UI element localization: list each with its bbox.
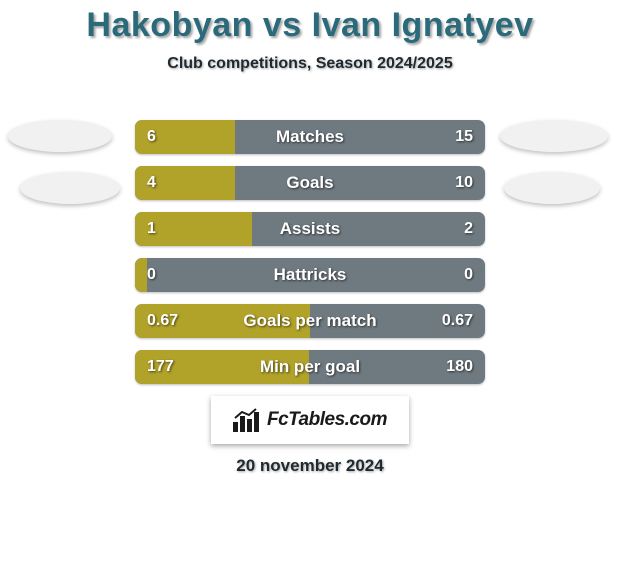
stat-row: Matches6 15 [135,120,485,154]
player-right-oval-2 [504,172,600,204]
stat-label: Hattricks [135,258,485,292]
player-right-oval-1 [500,120,608,152]
brand-text: FcTables.com [267,409,387,431]
stat-label: Goals per match [135,304,485,338]
stat-row: Assists1 2 [135,212,485,246]
brand-badge: FcTables.com [211,396,409,444]
stat-row: Min per goal177 180 [135,350,485,384]
stat-value-left: 177 [147,350,174,384]
stat-value-left: 0 [147,258,156,292]
stat-row: Goals4 10 [135,166,485,200]
stat-row: Hattricks0 0 [135,258,485,292]
stat-row: Goals per match0.67 0.67 [135,304,485,338]
stat-value-right: 2 [464,212,473,246]
stat-label: Min per goal [135,350,485,384]
player-left-oval-1 [8,120,112,152]
stats-chart: Matches6 15 Goals4 10 Assists1 2 Hattricks0 0 Go… [135,120,485,396]
comparison-infographic: Hakobyan vs Ivan Ignatyev Club competiti… [0,0,620,580]
footer-date: 20 november 2024 [0,456,620,476]
stat-label: Assists [135,212,485,246]
stat-value-left: 6 [147,120,156,154]
stat-value-right: 180 [446,350,473,384]
brand-chart-icon [233,408,261,432]
stat-value-right: 10 [455,166,473,200]
stat-value-left: 1 [147,212,156,246]
stat-value-right: 15 [455,120,473,154]
stat-label: Matches [135,120,485,154]
stat-label: Goals [135,166,485,200]
page-subtitle: Club competitions, Season 2024/2025 [0,55,620,73]
stat-value-right: 0 [464,258,473,292]
stat-value-right: 0.67 [442,304,473,338]
stat-value-left: 0.67 [147,304,178,338]
stat-value-left: 4 [147,166,156,200]
page-title: Hakobyan vs Ivan Ignatyev [0,0,620,45]
player-left-oval-2 [20,172,120,204]
